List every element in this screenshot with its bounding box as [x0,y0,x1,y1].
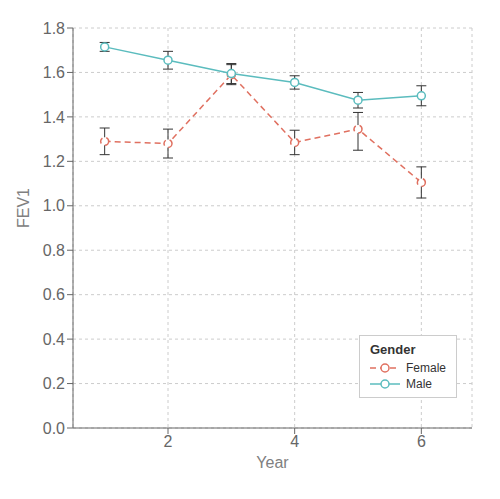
svg-text:0.2: 0.2 [43,375,65,392]
svg-text:1.8: 1.8 [43,20,65,37]
html-text:Gender: Gender [370,342,416,357]
svg-text:1.6: 1.6 [43,64,65,81]
svg-text:2: 2 [164,433,173,450]
svg-text:0.4: 0.4 [43,331,65,348]
svg-text:1.2: 1.2 [43,153,65,170]
svg-text:4: 4 [290,433,299,450]
svg-text:0.0: 0.0 [43,420,65,437]
svg-text:0.6: 0.6 [43,286,65,303]
svg-text:6: 6 [417,433,426,450]
html-text:Female: Female [406,361,446,375]
svg-text:0.8: 0.8 [43,242,65,259]
html-text:Male: Male [406,377,432,391]
svg-text:1.4: 1.4 [43,109,65,126]
svg-text:Year: Year [256,454,289,471]
svg-text:1.0: 1.0 [43,197,65,214]
svg-text:FEV1: FEV1 [15,188,32,228]
